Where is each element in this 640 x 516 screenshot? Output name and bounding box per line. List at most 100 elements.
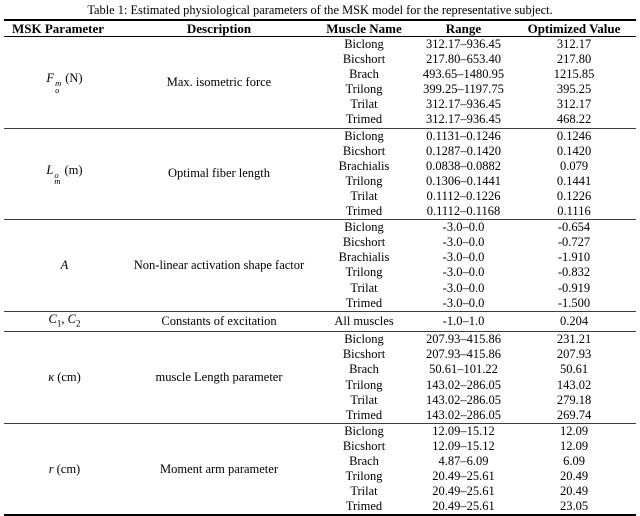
optimized-value-cell: 207.93 <box>556 347 592 362</box>
param-base: A <box>60 257 69 272</box>
table-row: Trilong 143.02–286.05 143.02 <box>4 378 636 393</box>
optimized-value-cell: 468.22 <box>556 112 592 127</box>
muscle-name-cell: Trilong <box>345 173 383 188</box>
description-cell: Non-linear activation shape factor <box>133 257 305 272</box>
param-cell: A <box>4 220 125 312</box>
muscle-name-cell: Biclong <box>344 37 384 51</box>
param-c2-sub: 2 <box>75 318 81 329</box>
range-cell: -3.0–0.0 <box>442 265 485 280</box>
param-cell: κ (cm) <box>4 332 125 424</box>
optimized-value-cell: 12.09 <box>559 438 589 453</box>
muscle-name-cell: Trilong <box>345 377 383 392</box>
range-cell: 0.1112–0.1226 <box>426 188 501 203</box>
range-cell: 312.17–936.45 <box>426 112 501 127</box>
muscle-name-cell: Trimed <box>345 112 383 127</box>
range-cell: 143.02–286.05 <box>426 407 501 422</box>
description-cell: muscle Length parameter <box>155 370 283 385</box>
param-unit: (cm) <box>57 370 81 385</box>
range-cell: 4.87–6.09 <box>438 454 489 469</box>
description-cell: Optimal fiber length <box>167 166 271 181</box>
optimized-value-cell: 0.1226 <box>556 188 592 203</box>
table-row: Trimed 143.02–286.05 269.74 <box>4 408 636 424</box>
table-row: Trilong 20.49–25.61 20.49 <box>4 469 636 484</box>
range-cell: 0.1306–0.1441 <box>426 173 501 188</box>
range-cell: 312.17–936.45 <box>426 37 501 51</box>
param-c1-base: C <box>48 311 57 326</box>
description-cell: Constants of excitation <box>161 313 277 328</box>
optimized-value-cell: 395.25 <box>556 82 592 97</box>
table-row: Trilat 0.1112–0.1226 0.1226 <box>4 189 636 204</box>
muscle-name-cell: Trimed <box>345 204 383 219</box>
muscle-name-cell: Trilong <box>345 82 383 97</box>
section-moment-arm-parameter: r (cm) Moment arm parameter Biclong 12.09… <box>4 423 636 515</box>
muscle-name-cell: Bicshort <box>342 438 386 453</box>
optimized-value-cell: -1.910 <box>557 250 591 265</box>
param-symbol: C1, C2 <box>48 311 81 329</box>
table-row: Trimed -3.0–0.0 -1.500 <box>4 296 636 312</box>
range-cell: -3.0–0.0 <box>442 235 485 250</box>
table-row: Bicshort 0.1287–0.1420 0.1420 <box>4 144 636 159</box>
table-row: C1, C2 Constants of excitation All muscl… <box>4 311 636 332</box>
range-cell: 20.49–25.61 <box>432 499 495 514</box>
range-cell: 312.17–936.45 <box>426 97 501 112</box>
optimized-value-cell: 312.17 <box>556 97 592 112</box>
muscle-name-cell: Biclong <box>344 128 384 143</box>
optimized-value-cell: 20.49 <box>559 484 589 499</box>
muscle-name-cell: Trilat <box>350 97 378 112</box>
muscle-name-cell: Biclong <box>344 332 384 347</box>
section-activation-shape-factor: A Non-linear activation shape factor Bic… <box>4 219 636 312</box>
param-base: r <box>48 461 54 476</box>
optimized-value-cell: 12.09 <box>559 423 589 438</box>
parameters-table: MSK Parameter Description Muscle Name Ra… <box>4 19 636 516</box>
table-row: r (cm) Moment arm parameter Biclong 12.09… <box>4 423 636 476</box>
optimized-value-cell: 0.079 <box>559 158 589 173</box>
table-header: MSK Parameter Description Muscle Name Ra… <box>4 20 636 37</box>
table-row: Trilat 312.17–936.45 312.17 <box>4 97 636 112</box>
table-row: Brachialis 0.0838–0.0882 0.079 <box>4 159 636 174</box>
optimized-value-cell: -0.919 <box>557 280 591 295</box>
range-cell: 0.1131–0.1246 <box>426 128 501 143</box>
range-cell: -3.0–0.0 <box>442 220 485 235</box>
table-row: Brach 4.87–6.09 6.09 <box>4 454 636 469</box>
optimized-value-cell: 50.61 <box>559 362 589 377</box>
header-muscle-name: Muscle Name <box>326 21 402 36</box>
optimized-value-cell: 0.1246 <box>556 128 592 143</box>
header-row: MSK Parameter Description Muscle Name Ra… <box>4 20 636 37</box>
range-cell: 217.80–653.40 <box>426 52 501 67</box>
param-c2-base: C <box>67 311 76 326</box>
muscle-name-cell: Brach <box>349 67 379 82</box>
table-row: Bicshort 12.09–15.12 12.09 <box>4 439 636 454</box>
table-row: κ (cm) muscle Length parameter Biclong 20… <box>4 332 636 384</box>
table-row: Brachialis -3.0–0.0 -1.910 <box>4 250 636 265</box>
param-symbol: κ (cm) <box>48 370 81 384</box>
muscle-name-cell: All muscles <box>334 313 394 328</box>
range-cell: 12.09–15.12 <box>432 423 495 438</box>
muscle-name-cell: Biclong <box>344 423 384 438</box>
table-row: Trilong -3.0–0.0 -0.832 <box>4 265 636 280</box>
param-sup: m <box>55 78 62 89</box>
range-cell: 493.65–1480.95 <box>422 67 505 82</box>
optimized-value-cell: 231.21 <box>556 332 592 347</box>
header-optimized-value: Optimized Value <box>527 21 621 36</box>
table-row: Trilong 0.1306–0.1441 0.1441 <box>4 174 636 189</box>
optimized-value-cell: 6.09 <box>563 454 585 469</box>
table-row: A Non-linear activation shape factor Bic… <box>4 220 636 272</box>
muscle-name-cell: Trimed <box>345 499 383 514</box>
optimized-value-cell: -1.500 <box>557 295 591 310</box>
param-sub: m <box>54 176 61 187</box>
header-msk-parameter: MSK Parameter <box>12 21 105 36</box>
table-row: Trilat -3.0–0.0 -0.919 <box>4 281 636 296</box>
param-base: F <box>46 71 55 86</box>
header-range: Range <box>445 21 482 36</box>
table-row: Trimed 312.17–936.45 468.22 <box>4 112 636 128</box>
optimized-value-cell: 312.17 <box>556 37 592 51</box>
range-cell: 0.0838–0.0882 <box>426 158 501 173</box>
